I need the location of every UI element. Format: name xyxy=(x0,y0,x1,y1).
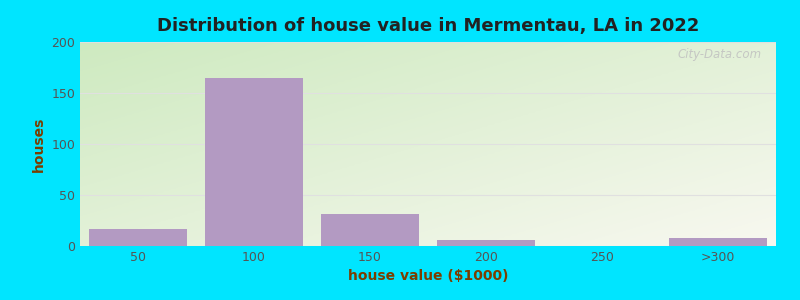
Text: City-Data.com: City-Data.com xyxy=(678,48,762,61)
Bar xyxy=(205,78,303,246)
Bar xyxy=(89,229,187,246)
Y-axis label: houses: houses xyxy=(32,116,46,172)
X-axis label: house value ($1000): house value ($1000) xyxy=(348,269,508,284)
Bar xyxy=(321,214,419,246)
Bar xyxy=(437,240,535,246)
Title: Distribution of house value in Mermentau, LA in 2022: Distribution of house value in Mermentau… xyxy=(157,17,699,35)
Bar xyxy=(669,238,767,246)
